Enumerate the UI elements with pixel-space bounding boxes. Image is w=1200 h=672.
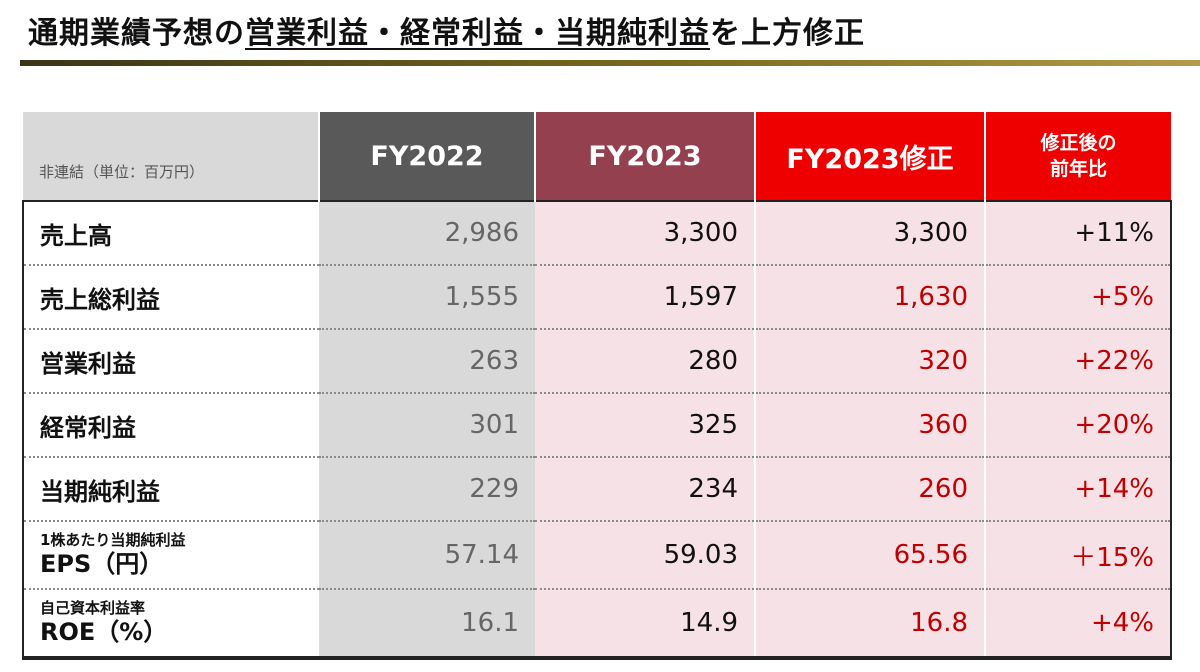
cell-fy2023: 14.9 [535,589,755,660]
row-label: 自己資本利益率 ROE（%） [22,589,319,660]
row-label: 営業利益 [22,329,319,394]
cell-yoy: +5% [984,265,1172,330]
cell-fy2022: 229 [319,457,535,522]
cell-fy2023-revised: 65.56 [754,521,985,590]
page-title: 通期業績予想の営業利益・経常利益・当期純利益を上方修正 [28,12,865,56]
table-row-eps: 1株あたり当期純利益 EPS（円） 57.14 59.03 65.56 ＋15% [22,521,1172,590]
header-yoy-line2: 前年比 [1049,158,1107,180]
row-label: 売上高 [22,200,319,266]
page-title-part1: 通期業績予想の [28,16,245,51]
cell-fy2023-revised: 3,300 [754,200,985,266]
header-fy2023-revised: FY2023修正 [754,112,985,201]
cell-fy2022: 16.1 [319,589,535,660]
cell-fy2022: 263 [319,329,535,394]
cell-fy2023: 3,300 [535,200,755,266]
cell-fy2022: 57.14 [319,521,535,590]
header-yoy: 修正後の 前年比 [984,112,1171,201]
header-fy2022: FY2022 [318,112,535,201]
table-row-operating-profit: 営業利益 263 280 320 +22% [22,329,1172,394]
cell-yoy: +11% [984,200,1172,266]
cell-fy2022: 2,986 [319,200,535,266]
cell-fy2023: 280 [535,329,755,394]
cell-fy2023-revised: 320 [754,329,985,394]
table-row-net-income: 当期純利益 229 234 260 +14% [22,457,1172,522]
page-title-part3: を上方修正 [710,16,865,51]
row-label: 1株あたり当期純利益 EPS（円） [22,521,319,590]
cell-fy2022: 301 [319,393,535,458]
cell-yoy: +4% [984,589,1172,660]
row-label-sub: 1株あたり当期純利益 [40,531,186,549]
row-label: 当期純利益 [22,457,319,522]
cell-fy2023: 234 [535,457,755,522]
table-row-ordinary-profit: 経常利益 301 325 360 +20% [22,393,1172,458]
title-rule [20,60,1200,66]
cell-fy2023-revised: 16.8 [754,589,985,660]
table-header-row: 非連結（単位：百万円） FY2022 FY2023 FY2023修正 修正後の … [23,112,1171,201]
cell-yoy: ＋15% [984,521,1172,590]
cell-fy2023-revised: 360 [754,393,985,458]
cell-fy2023: 59.03 [535,521,755,590]
cell-fy2023: 325 [535,393,755,458]
row-label: 経常利益 [22,393,319,458]
forecast-table: 非連結（単位：百万円） FY2022 FY2023 FY2023修正 修正後の … [22,112,1172,660]
cell-fy2022: 1,555 [319,265,535,330]
row-label-main: ROE（%） [40,618,168,646]
row-label-sub: 自己資本利益率 [40,599,146,617]
row-label-main: EPS（円） [40,550,164,578]
row-label: 売上総利益 [22,265,319,330]
page-title-underlined: 営業利益・経常利益・当期純利益 [245,16,710,51]
cell-fy2023-revised: 1,630 [754,265,985,330]
cell-fy2023-revised: 260 [754,457,985,522]
header-yoy-line1: 修正後の [1040,132,1117,154]
cell-fy2023: 1,597 [535,265,755,330]
table-row-sales: 売上高 2,986 3,300 3,300 +11% [22,200,1172,266]
cell-yoy: +22% [984,329,1172,394]
cell-yoy: +14% [984,457,1172,522]
header-fy2023: FY2023 [534,112,755,201]
table-row-gross-profit: 売上総利益 1,555 1,597 1,630 +5% [22,265,1172,330]
table-row-roe: 自己資本利益率 ROE（%） 16.1 14.9 16.8 +4% [22,589,1172,660]
unit-note: 非連結（単位：百万円） [23,112,319,201]
cell-yoy: +20% [984,393,1172,458]
